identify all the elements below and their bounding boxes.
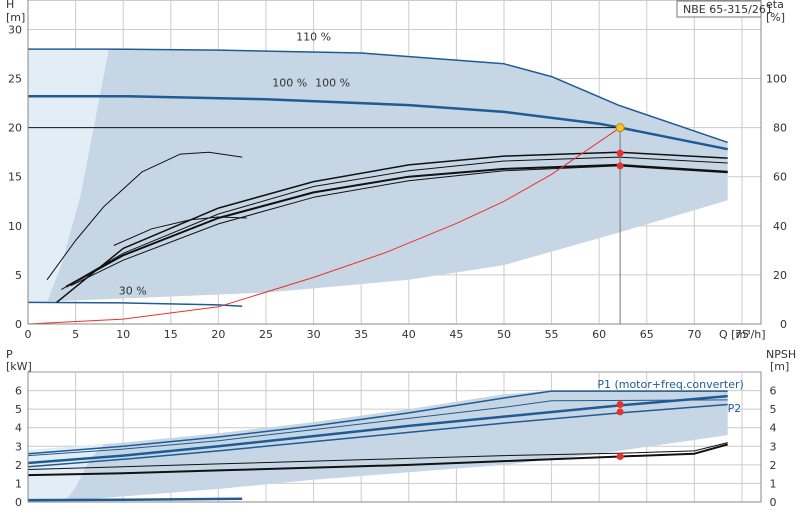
npsh-tick-label: 6 <box>770 385 777 398</box>
flow-tick-label: 15 <box>164 328 178 341</box>
speed-curve-label: 100 % <box>315 76 350 89</box>
flow-tick-label: 65 <box>640 328 654 341</box>
flow-tick-label: 40 <box>402 328 416 341</box>
power-axis-unit: [kW] <box>6 360 32 373</box>
head-curve-6 <box>65 163 728 288</box>
head-curve-8 <box>113 216 247 246</box>
head-tick-label: 5 <box>15 269 22 282</box>
duty-point-marker <box>615 123 625 133</box>
power-curve-label: P2 <box>728 402 742 415</box>
flow-tick-label: 35 <box>354 328 368 341</box>
flow-tick-label: 0 <box>25 328 32 341</box>
power-duty-marker <box>616 408 624 416</box>
head-min-flow-band <box>28 49 109 303</box>
npsh-tick-label: 3 <box>770 440 777 453</box>
flow-tick-label: 25 <box>259 328 273 341</box>
power-chart: 0 1 2 3 4 5 6 0 1 2 3 4 5 6 P1 (motor+freq.converter) P… <box>15 372 777 509</box>
speed-curve-label: 30 % <box>119 285 147 298</box>
power-axis-label: P <box>6 348 13 361</box>
flow-tick-label: 75 <box>735 328 749 341</box>
head-curve-30 <box>27 301 243 308</box>
head-curve-110 <box>28 48 728 144</box>
product-label: NBE 65-315/261 <box>683 3 773 16</box>
power-tick-label: 6 <box>15 385 22 398</box>
head-tick-label: 30 <box>8 23 22 36</box>
power-tick-label: 2 <box>15 459 22 472</box>
power-curve-0 <box>27 390 728 455</box>
power-tick-label: 3 <box>15 440 22 453</box>
speed-curve-label: 110 % <box>296 30 331 43</box>
head-duty-marker <box>616 162 624 170</box>
eta-tick-label: 0 <box>780 318 787 331</box>
flow-tick-label: 55 <box>545 328 559 341</box>
eta-tick-label: 40 <box>773 220 787 233</box>
flow-tick-label: 10 <box>116 328 130 341</box>
head-tick-label: 0 <box>15 318 22 331</box>
power-tick-label: 5 <box>15 403 22 416</box>
head-tick-label: 10 <box>8 220 22 233</box>
product-label-box <box>676 0 762 18</box>
head-chart: 0 5 10 15 20 25 30 35 40 45 50 55 60 65 70 75 0 5 10 15 20 25… <box>8 0 787 341</box>
power-tick-label: 4 <box>15 422 22 435</box>
npsh-tick-label: 5 <box>770 403 777 416</box>
power-tick-label: 0 <box>15 496 22 509</box>
speed-curve-label: 100 % <box>272 76 307 89</box>
power-curve-label: P1 (motor+freq.converter) <box>597 378 744 391</box>
flow-tick-label: 45 <box>449 328 463 341</box>
eta-axis-label: eta <box>766 0 784 11</box>
eta-tick-label: 20 <box>773 269 787 282</box>
power-tick-label: 1 <box>15 477 22 490</box>
head-tick-label: 25 <box>8 73 22 86</box>
eta-axis-unit: [%] <box>766 11 785 24</box>
eta-tick-label: 100 <box>766 73 787 86</box>
flow-tick-label: 50 <box>497 328 511 341</box>
power-curve-6 <box>27 443 728 477</box>
eta-tick-label: 60 <box>773 171 787 184</box>
power-curve-4 <box>27 497 243 502</box>
eta-tick-label: 80 <box>773 122 787 135</box>
flow-tick-label: 70 <box>687 328 701 341</box>
power-curve-1 <box>27 399 728 457</box>
flow-tick-label: 20 <box>211 328 225 341</box>
power-duty-marker <box>616 401 624 408</box>
power-duty-marker <box>616 453 624 460</box>
npsh-tick-label: 1 <box>770 477 777 490</box>
npsh-tick-label: 4 <box>770 422 777 435</box>
head-curve-4 <box>56 151 728 303</box>
flow-tick-label: 30 <box>307 328 321 341</box>
npsh-axis-unit: [m] <box>770 360 789 373</box>
flow-tick-label: 5 <box>72 328 79 341</box>
efficiency-curve <box>27 127 621 325</box>
head-curve-7 <box>70 165 728 287</box>
npsh-axis-label: NPSH <box>766 348 796 361</box>
head-curve-5 <box>61 156 728 291</box>
flow-axis-label: Q [m³/h] <box>719 328 766 341</box>
head-curve-3 <box>46 151 243 281</box>
power-curve-p1-motor-freq-converter <box>27 394 728 465</box>
flow-tick-label: 60 <box>592 328 606 341</box>
npsh-tick-label: 2 <box>770 459 777 472</box>
head-axis-unit: [m] <box>6 11 25 24</box>
head-tick-label: 20 <box>8 122 22 135</box>
power-curve-p2 <box>27 403 728 468</box>
npsh-tick-label: 0 <box>770 496 777 509</box>
head-axis-label: H <box>6 0 14 11</box>
head-tick-label: 15 <box>8 171 22 184</box>
head-duty-marker <box>616 149 624 157</box>
power-curve-5 <box>27 442 728 470</box>
